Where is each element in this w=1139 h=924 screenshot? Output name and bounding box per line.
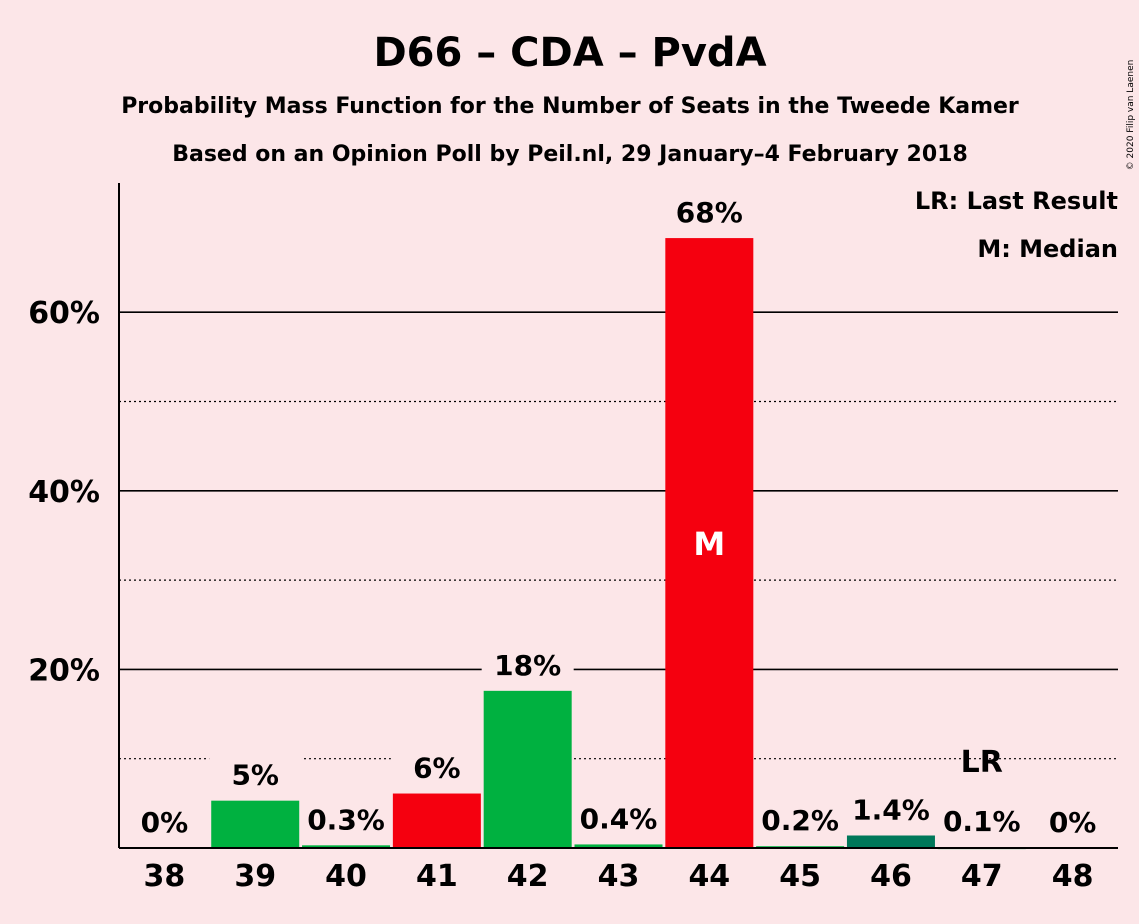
bar-43 <box>574 844 663 848</box>
data-label-bg <box>844 789 937 828</box>
legend-median: M: Median <box>977 235 1118 263</box>
data-label-40: 0.3% <box>307 803 385 836</box>
x-tick-label-38: 38 <box>144 859 186 894</box>
x-axis-ticks: 38 39 40 41 42 43 44 45 46 47 48 <box>144 859 1094 894</box>
last-result-marker: LR <box>961 745 1003 780</box>
data-label-bg <box>118 802 211 840</box>
data-label-45: 0.2% <box>761 804 839 837</box>
data-label-bg <box>754 800 847 839</box>
data-label-bg <box>663 192 756 231</box>
markers: M LR <box>693 525 1002 780</box>
data-label-42: 18% <box>494 649 561 682</box>
y-axis-ticks: 20% 40% 60% <box>28 296 100 688</box>
data-label-bg <box>481 644 574 683</box>
bar-41 <box>392 793 481 848</box>
data-label-39: 5% <box>231 759 279 792</box>
x-tick-label-42: 42 <box>507 859 549 894</box>
bars <box>211 238 1026 850</box>
data-label-bg <box>572 798 665 837</box>
data-label-41: 6% <box>413 752 461 785</box>
chart-subtitle: Probability Mass Function for the Number… <box>121 94 1019 119</box>
data-label-38: 0% <box>141 806 189 839</box>
x-tick-label-48: 48 <box>1052 859 1094 894</box>
bar-42 <box>483 690 572 848</box>
median-marker: M <box>693 525 725 563</box>
data-label-bg <box>390 747 483 786</box>
data-label-46: 1.4% <box>852 793 930 826</box>
data-label-43: 0.4% <box>580 802 658 835</box>
x-tick-label-43: 43 <box>598 859 640 894</box>
bar-40 <box>302 845 391 848</box>
x-tick-label-47: 47 <box>961 859 1003 894</box>
data-label-bg <box>935 801 1028 840</box>
data-label-bg <box>209 754 302 793</box>
x-tick-label-41: 41 <box>416 859 458 894</box>
y-tick-label: 40% <box>28 475 100 510</box>
y-tick-label: 20% <box>28 653 100 688</box>
bar-44 <box>665 238 754 848</box>
bar-39 <box>211 800 300 848</box>
data-labels: 0% 5% 0.3% 6% 18% 0.4% 68% 0.2% 1.4% 0.1% 0% <box>118 192 1119 840</box>
gridlines <box>119 311 1118 760</box>
data-label-44: 68% <box>676 196 743 229</box>
chart-title: D66 – CDA – PvdA <box>373 30 766 76</box>
legend-last-result: LR: Last Result <box>915 187 1118 215</box>
data-label-47: 0.1% <box>943 805 1021 838</box>
x-tick-label-44: 44 <box>688 859 730 894</box>
bar-46 <box>846 835 935 848</box>
y-tick-label: 60% <box>28 296 100 331</box>
data-label-bg <box>300 799 393 838</box>
x-tick-label-45: 45 <box>779 859 821 894</box>
x-tick-label-40: 40 <box>325 859 367 894</box>
chart-subtitle-poll: Based on an Opinion Poll by Peil.nl, 29 … <box>172 142 968 167</box>
x-tick-label-39: 39 <box>234 859 276 894</box>
copyright-notice: © 2020 Filip van Laenen <box>1126 60 1136 171</box>
x-tick-label-46: 46 <box>870 859 912 894</box>
data-label-48: 0% <box>1049 806 1097 839</box>
data-label-bg <box>1026 802 1119 840</box>
